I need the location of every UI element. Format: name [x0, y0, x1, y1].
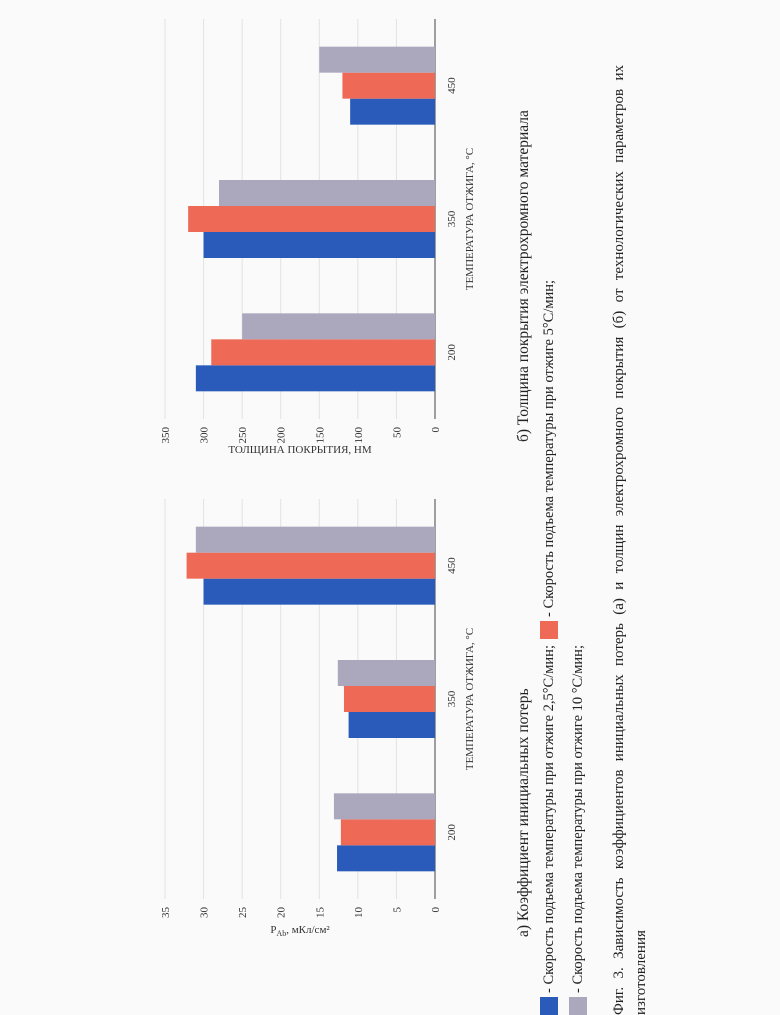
legend-item-1: - Скорость подъема температуры при отжиг…	[541, 645, 558, 993]
chart-a-ytick-label: 20	[276, 907, 288, 919]
legend-swatch-gray	[569, 997, 587, 1015]
chart-a-bar-350-s1	[349, 712, 435, 738]
chart-b-xtick-label: 450	[446, 77, 458, 94]
chart-coating-thickness-svg: 0 50 100 150 200 250 300 350 200 350 450 ТЕМПЕРАТУР…	[155, 9, 485, 467]
chart-initial-loss: 0 5 10 15 20 25 30 35 200 350 450 ТЕМПЕРАТУРА ОТЖИГ…	[155, 489, 485, 947]
chart-a-ytick-label: 10	[353, 907, 365, 919]
figure-caption: Фиг. 3. Зависимость коэффициентов инициа…	[608, 65, 652, 1015]
chart-b-bar-450-s1	[350, 99, 435, 125]
chart-a-bar-350-s3	[338, 660, 435, 686]
chart-b-ytick-label: 350	[160, 427, 172, 444]
chart-a-ytick-label: 15	[314, 907, 326, 919]
chart-initial-loss-svg: 0 5 10 15 20 25 30 35 200 350 450 ТЕМПЕРАТУРА ОТЖИГ…	[155, 489, 485, 947]
chart-a-ytick-label: 0	[430, 907, 442, 913]
chart-b-bar-200-s2	[211, 339, 435, 365]
chart-b-bar-200-s3	[242, 313, 435, 339]
legend-row-2: - Скорость подъема температуры при отжиг…	[569, 645, 587, 1015]
legend-swatch-blue	[540, 997, 558, 1015]
chart-b-ytick-label: 150	[314, 427, 326, 444]
chart-a-bar-450-s1	[204, 579, 435, 605]
chart-b-xtick-label: 200	[446, 344, 458, 361]
chart-b-xaxis-label: ТЕМПЕРАТУРА ОТЖИГА, °С	[464, 148, 476, 290]
caption-a: а) Коэффициент инициальных потерь	[515, 688, 533, 937]
chart-b-ytick-label: 0	[430, 427, 442, 433]
chart-a-bar-200-s3	[334, 793, 435, 819]
chart-b-xtick-label: 350	[446, 210, 458, 227]
chart-b-ytick-label: 250	[237, 427, 249, 444]
chart-b-bar-450-s3	[319, 47, 435, 73]
legend-row-1: - Скорость подъема температуры при отжиг…	[540, 280, 558, 1015]
chart-a-bar-200-s1	[337, 845, 435, 871]
chart-b-bar-350-s2	[188, 206, 435, 232]
legend-item-2: - Скорость подъема температуры при отжиг…	[541, 280, 558, 617]
chart-a-xaxis-label: ТЕМПЕРАТУРА ОТЖИГА, °С	[464, 628, 476, 770]
chart-b-bar-350-s1	[204, 232, 435, 258]
chart-a-bar-350-s2	[344, 686, 435, 712]
chart-a-ytick-label: 25	[237, 907, 249, 919]
chart-b-bar-200-s1	[196, 365, 435, 391]
caption-b: б) Толщина покрытия электрохромного мате…	[515, 110, 533, 442]
chart-a-ytick-label: 5	[391, 907, 403, 913]
chart-a-ytick-label: 35	[160, 907, 172, 919]
chart-b-ytick-label: 100	[353, 427, 365, 444]
chart-b-ytick-label: 300	[199, 427, 211, 444]
legend-swatch-red	[540, 621, 558, 639]
chart-b-bar-350-s3	[219, 180, 435, 206]
chart-a-xtick-label: 450	[446, 557, 458, 574]
chart-a-bar-450-s3	[196, 527, 435, 553]
chart-b-ytick-label: 50	[391, 427, 403, 439]
chart-a-yaxis-label: PAb, мКл/см²	[270, 924, 330, 938]
chart-b-bar-450-s2	[342, 73, 435, 99]
chart-a-xtick-label: 350	[446, 690, 458, 707]
legend-item-3: - Скорость подъема температуры при отжиг…	[570, 645, 587, 993]
chart-b-ytick-label: 200	[276, 427, 288, 444]
chart-b-yaxis-label: ТОЛЩИНА ПОКРЫТИЯ, НМ	[228, 444, 371, 456]
chart-coating-thickness: 0 50 100 150 200 250 300 350 200 350 450 ТЕМПЕРАТУР…	[155, 9, 485, 467]
chart-a-bar-200-s2	[341, 819, 435, 845]
chart-a-xtick-label: 200	[446, 824, 458, 841]
chart-a-bar-450-s2	[187, 553, 435, 579]
chart-a-ytick-label: 30	[199, 907, 211, 919]
